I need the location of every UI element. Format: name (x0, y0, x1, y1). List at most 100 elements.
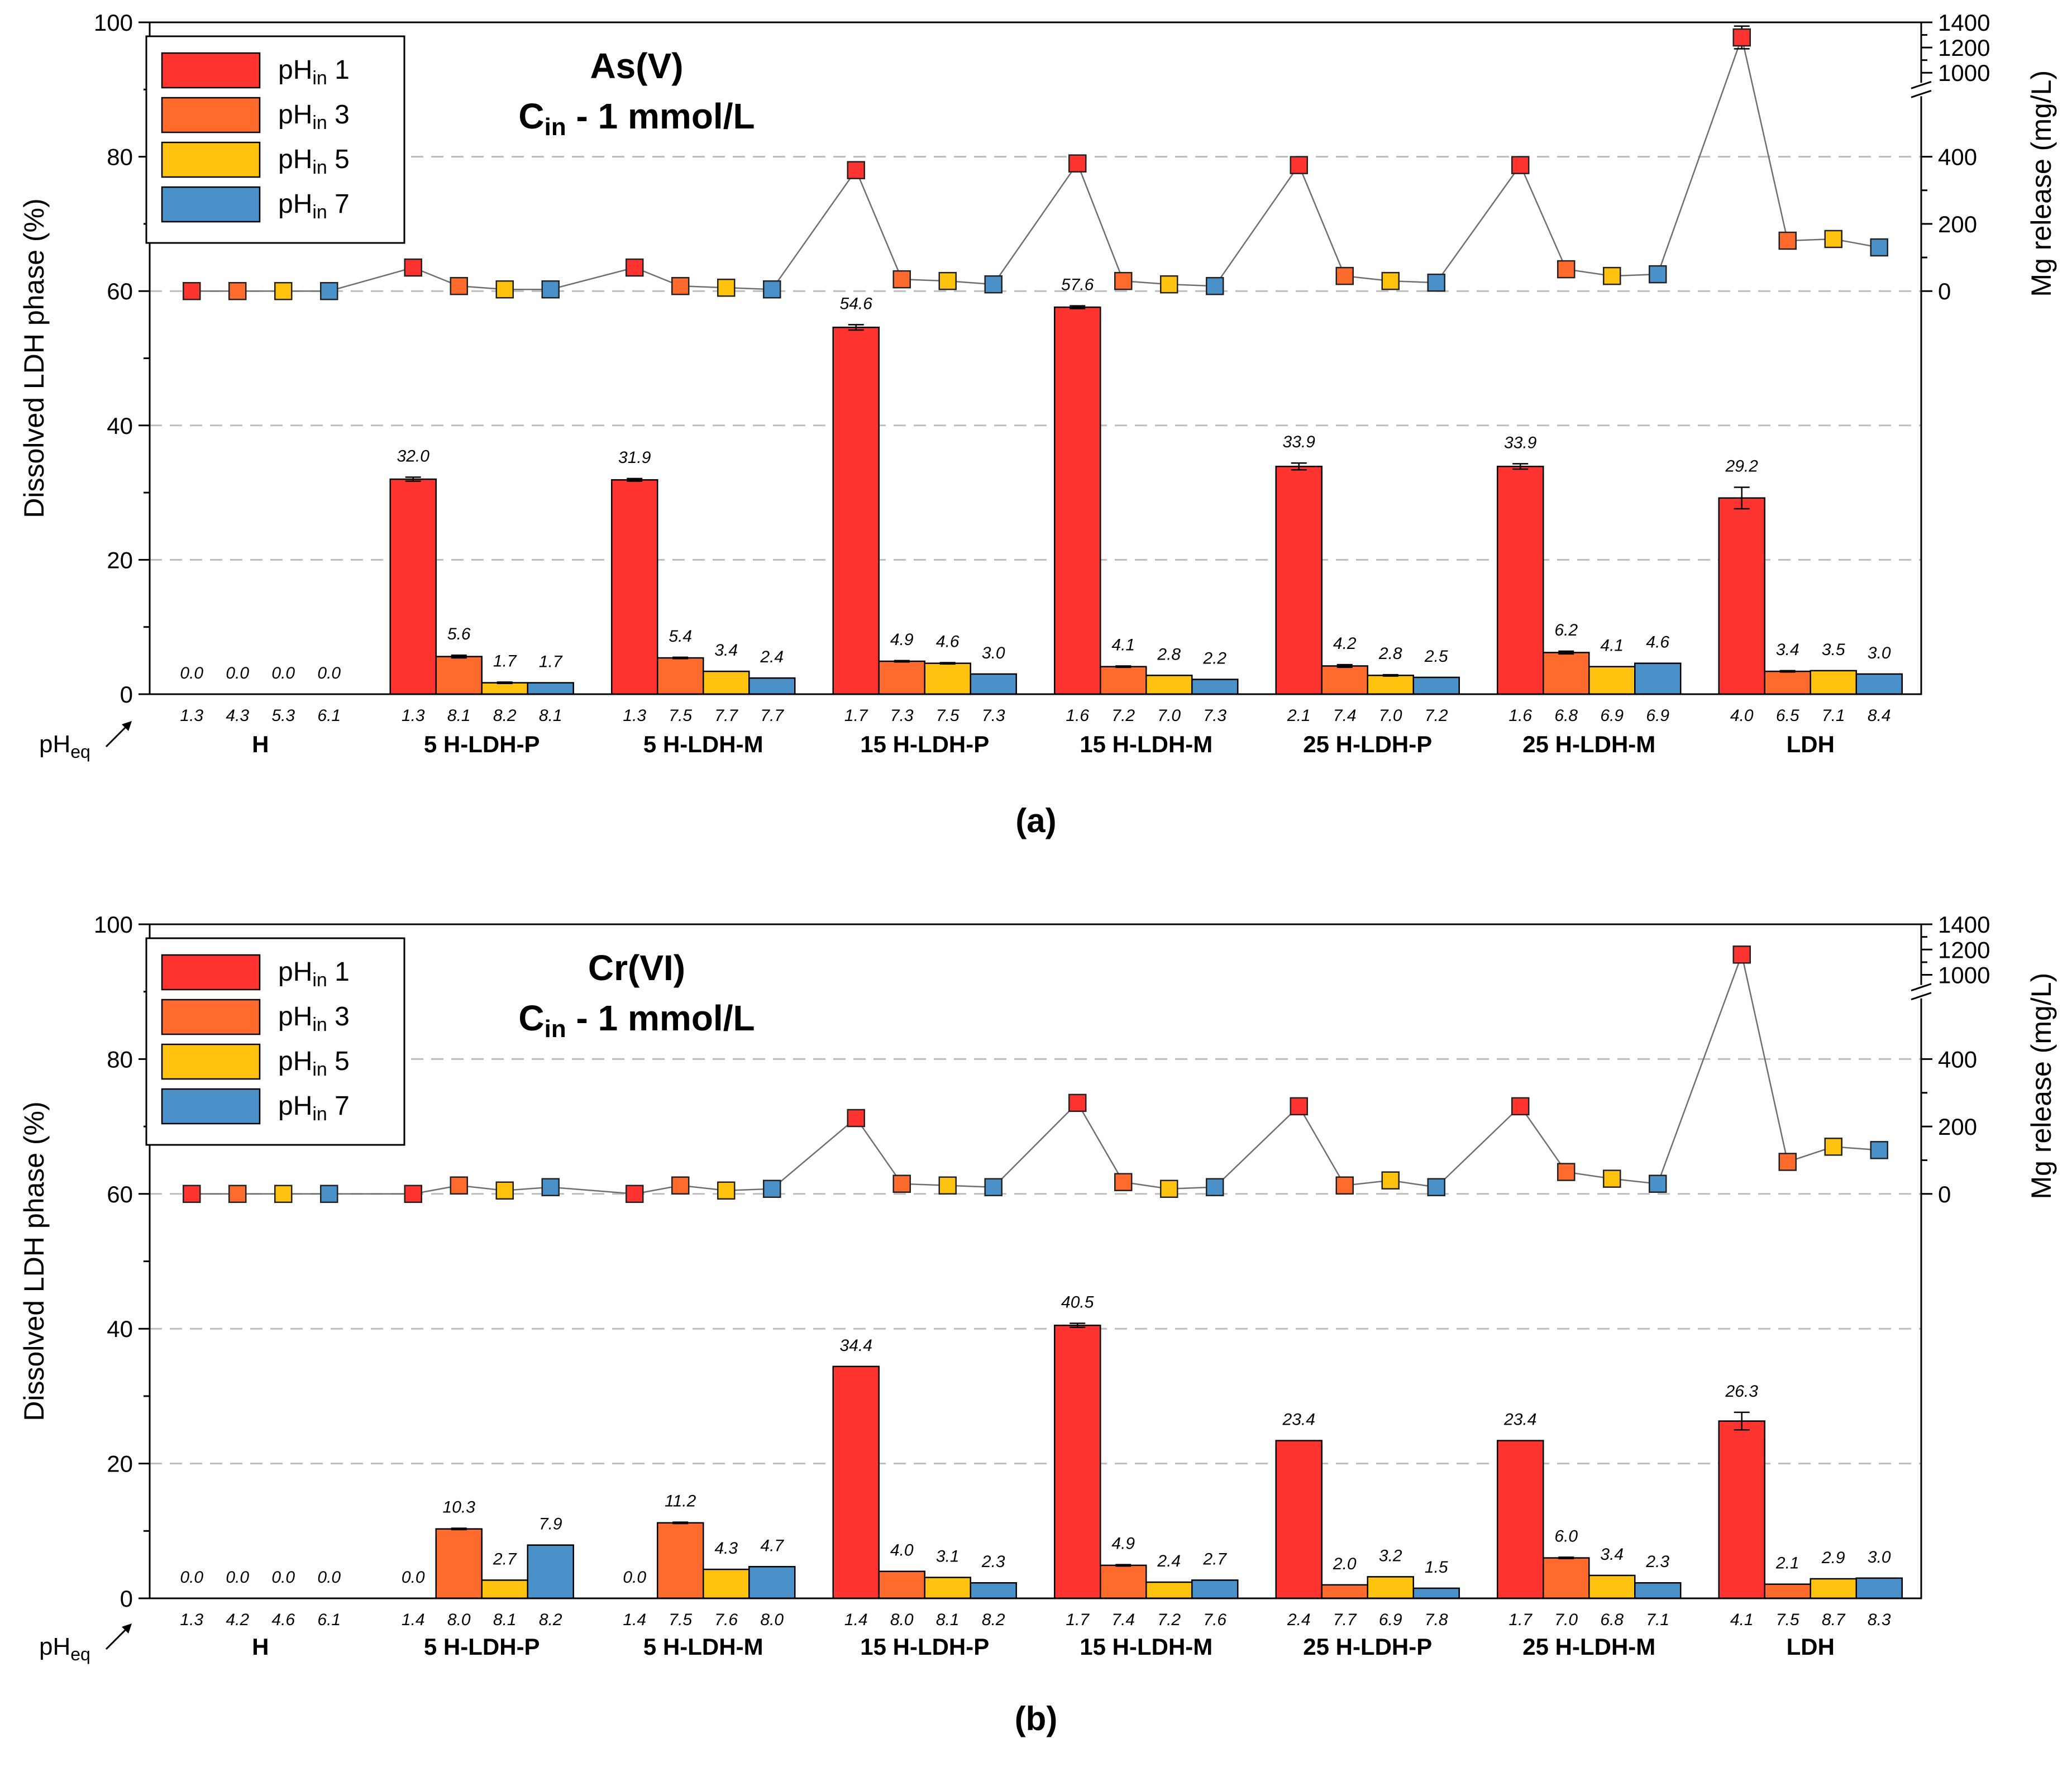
bar (924, 662, 971, 695)
data-label: 4.0 (890, 1541, 914, 1560)
mg-release-marker (541, 280, 560, 299)
data-label: 0.0 (317, 1568, 341, 1587)
y2-tick-label: 1400 (1938, 9, 1990, 36)
pheq-value: 8.0 (447, 1611, 471, 1629)
axis-break-mark (1911, 89, 1932, 98)
pheq-value: 8.2 (539, 1611, 562, 1629)
pheq-value: 7.5 (669, 1611, 692, 1629)
data-label: 0.0 (271, 664, 295, 682)
mg-release-marker (984, 1178, 1002, 1196)
data-label: 4.9 (890, 631, 914, 649)
pheq-value: 6.1 (317, 1611, 341, 1629)
mg-release-marker (1290, 156, 1308, 174)
y2-tick-label: 1000 (1938, 60, 1990, 86)
bar (832, 326, 880, 695)
mg-release-marker (1778, 1153, 1797, 1171)
category-label: 25 H-LDH-M (1522, 731, 1655, 757)
bar (1718, 497, 1765, 695)
bar (435, 656, 483, 695)
mg-release-marker (1557, 260, 1576, 279)
y2-tick-label: 1000 (1938, 962, 1990, 988)
data-label: 2.9 (1821, 1549, 1845, 1567)
mg-release-marker (1381, 271, 1400, 290)
data-label: 10.3 (443, 1498, 476, 1516)
legend-entry: pHin 1 (278, 55, 350, 89)
chart-panel-b: 0 20 40 60 80 100 Dissolved LDH phase (%) 0 200 4… (18, 911, 2057, 1737)
data-label: 4.6 (936, 632, 959, 651)
data-label: 1.7 (539, 653, 563, 671)
bar (1100, 1564, 1147, 1599)
y2-tick-label: 400 (1938, 144, 1977, 170)
mg-release-marker (320, 1185, 338, 1204)
legend-swatch (161, 141, 261, 178)
mg-release-marker (1206, 276, 1224, 295)
legend-entry: pHin 5 (278, 145, 350, 178)
bar (1145, 1581, 1193, 1599)
category-label: 15 H-LDH-M (1080, 1634, 1212, 1660)
bar (748, 677, 796, 695)
pheq-value: 6.8 (1554, 706, 1578, 725)
bar (1412, 1587, 1460, 1599)
mg-release-marker (1160, 1179, 1178, 1198)
legend-swatch (161, 999, 261, 1035)
category-label: 5 H-LDH-M (643, 1634, 763, 1660)
pheq-value: 1.3 (180, 706, 203, 725)
bar (611, 479, 658, 695)
bar (1810, 1578, 1857, 1599)
mg-release-marker (1290, 1097, 1308, 1116)
pheq-value: 7.4 (1333, 706, 1357, 725)
data-label: 1.7 (493, 652, 517, 670)
legend-swatch (161, 97, 261, 133)
pheq-value: 1.4 (844, 1611, 868, 1629)
mg-release-marker (1427, 1178, 1445, 1196)
axis-break-mark (1911, 80, 1932, 89)
axis-break-mark (1911, 983, 1932, 992)
y-tick-label: 60 (107, 278, 133, 304)
bar (1634, 1582, 1682, 1599)
plot-frame (149, 21, 1922, 695)
pheq-value: 4.1 (1730, 1611, 1754, 1629)
mg-release-marker (1068, 1093, 1087, 1112)
y2-tick-label: 1200 (1938, 35, 1990, 61)
data-label: 0.0 (623, 1568, 646, 1587)
bar (1321, 665, 1368, 695)
pheq-value: 7.0 (1157, 706, 1181, 725)
data-label: 23.4 (1282, 1411, 1315, 1429)
pheq-value: 1.6 (1066, 706, 1089, 725)
pheq-arrow-head (122, 721, 132, 731)
data-label: 2.5 (1424, 647, 1448, 666)
y-tick-label: 20 (107, 547, 133, 573)
pheq-value: 7.1 (1646, 1611, 1669, 1629)
data-label: 2.3 (1645, 1553, 1669, 1571)
bar (1275, 465, 1323, 695)
data-label: 1.5 (1425, 1558, 1448, 1577)
pheq-value: 1.6 (1508, 706, 1532, 725)
pheq-value: 8.0 (890, 1611, 914, 1629)
legend-entry: pHin 5 (278, 1047, 350, 1080)
bar (970, 673, 1017, 695)
mg-release-marker (228, 281, 247, 300)
mg-release-marker (1206, 1178, 1224, 1196)
y-axis-title: Dissolved LDH phase (%) (18, 1101, 50, 1421)
pheq-value: 4.3 (226, 706, 249, 725)
bar (435, 1528, 483, 1599)
legend-entry: pHin 3 (278, 1002, 350, 1035)
pheq-value: 8.2 (982, 1611, 1005, 1629)
y-tick-label: 80 (107, 1046, 133, 1072)
mg-release-marker (1511, 1097, 1530, 1116)
bar (527, 682, 574, 695)
mg-release-marker (1824, 1138, 1842, 1156)
mg-release-marker (1870, 1141, 1888, 1159)
mg-release-marker (450, 1176, 468, 1195)
y-tick-label: 100 (94, 9, 133, 36)
data-label: 2.7 (493, 1550, 517, 1568)
data-label: 4.6 (1646, 633, 1669, 652)
annotation-concentration: Cin - 1 mmol/L (518, 998, 755, 1043)
pheq-value: 1.7 (844, 706, 868, 725)
bar (389, 478, 437, 695)
data-label: 4.7 (760, 1536, 784, 1555)
data-label: 3.4 (1776, 641, 1799, 659)
category-label: 25 H-LDH-P (1303, 1634, 1432, 1660)
bar (1588, 1574, 1636, 1599)
pheq-value: 8.1 (936, 1611, 959, 1629)
